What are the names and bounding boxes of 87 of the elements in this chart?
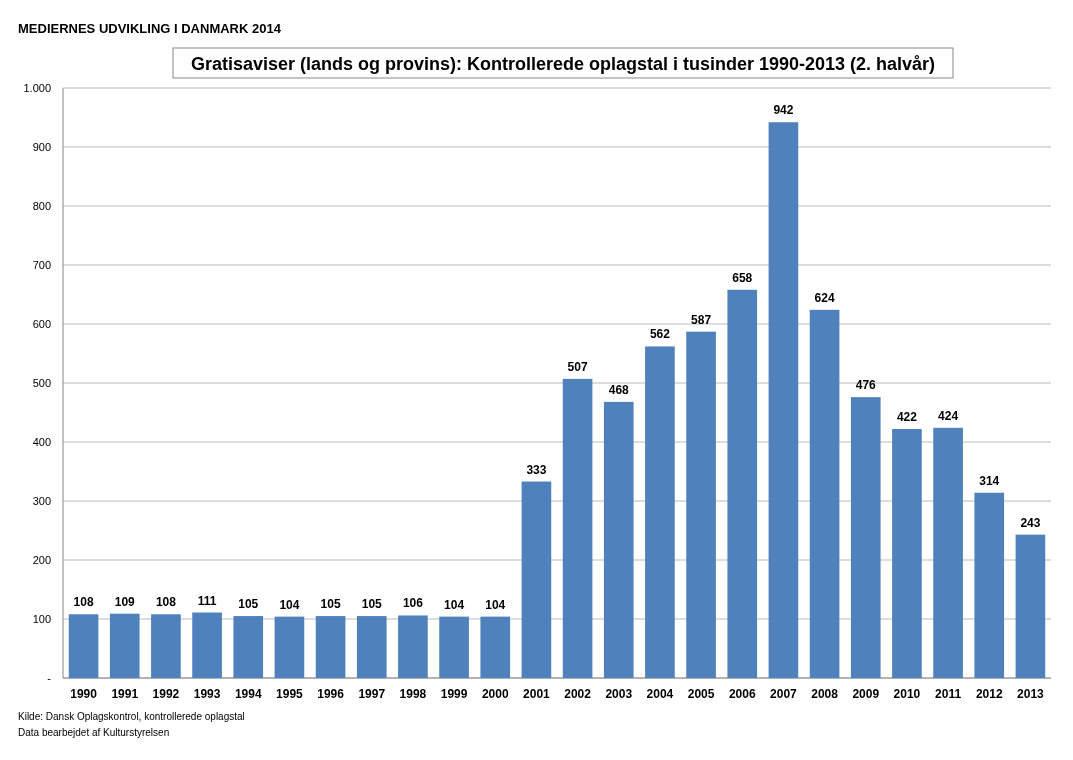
x-tick-label: 2006 bbox=[728, 687, 756, 701]
bar bbox=[645, 346, 675, 678]
x-tick-label: 2010 bbox=[893, 687, 921, 701]
data-label: 562 bbox=[649, 327, 671, 342]
data-label: 658 bbox=[732, 270, 753, 285]
bar bbox=[768, 122, 799, 678]
chart-subtitle: MEDIERNES UDVIKLING I DANMARK 2014 bbox=[18, 21, 282, 36]
bar bbox=[892, 429, 922, 678]
bar bbox=[603, 401, 634, 678]
bar bbox=[727, 289, 758, 678]
data-label: 104 bbox=[444, 597, 465, 612]
x-tick-label: 1992 bbox=[152, 687, 180, 701]
x-tick-label: 1990 bbox=[70, 687, 98, 701]
data-label: 111 bbox=[197, 593, 217, 608]
x-tick-label: 1998 bbox=[399, 687, 427, 701]
data-label: 424 bbox=[938, 408, 959, 423]
bar bbox=[233, 616, 264, 678]
bar bbox=[439, 616, 469, 678]
bar bbox=[274, 616, 305, 678]
data-label: 105 bbox=[238, 597, 259, 612]
bar bbox=[192, 612, 222, 678]
x-tick-label: 2009 bbox=[852, 687, 880, 701]
data-label: 624 bbox=[814, 290, 835, 305]
x-tick-label: 1995 bbox=[276, 687, 304, 701]
y-tick-label: 700 bbox=[32, 259, 51, 271]
data-label: 468 bbox=[608, 382, 630, 397]
bar bbox=[151, 614, 181, 678]
y-tick-label: 200 bbox=[32, 554, 51, 566]
x-tick-label: 2001 bbox=[523, 687, 551, 701]
bar bbox=[356, 616, 387, 678]
x-tick-label: 1996 bbox=[317, 687, 345, 701]
text: Data bearbejdet af Kulturstyrelsen bbox=[18, 727, 170, 738]
x-tick-label: 2007 bbox=[770, 687, 798, 701]
data-label: 108 bbox=[73, 595, 94, 610]
x-tick-label: 2002 bbox=[564, 687, 592, 701]
bar bbox=[809, 309, 840, 678]
y-tick-label: - bbox=[47, 672, 52, 684]
data-label: 104 bbox=[485, 597, 506, 612]
bar bbox=[398, 615, 428, 678]
data-label: 105 bbox=[320, 597, 341, 612]
bar bbox=[850, 397, 881, 678]
bar bbox=[933, 427, 963, 678]
data-label: 587 bbox=[691, 312, 712, 327]
data-label: 314 bbox=[979, 473, 1000, 488]
x-tick-label: 2005 bbox=[687, 687, 715, 701]
x-tick-label: 1993 bbox=[193, 687, 221, 701]
data-label: 243 bbox=[1020, 515, 1041, 530]
text: Kilde: Dansk Oplagskontrol, kontrollerede oplagstal bbox=[18, 711, 245, 722]
bar bbox=[1015, 534, 1046, 678]
x-tick-label: 2011 bbox=[935, 687, 962, 701]
y-tick-label: 900 bbox=[32, 141, 51, 153]
x-tick-label: 1991 bbox=[111, 687, 139, 701]
data-label: 105 bbox=[361, 597, 383, 612]
y-tick-label: 400 bbox=[32, 436, 51, 448]
x-tick-label: 2004 bbox=[646, 687, 674, 701]
bar bbox=[562, 378, 593, 678]
x-tick-label: 1997 bbox=[358, 687, 386, 701]
data-label: 108 bbox=[155, 595, 177, 610]
x-tick-label: 1999 bbox=[440, 687, 468, 701]
data-label: 333 bbox=[526, 462, 547, 477]
bar bbox=[480, 616, 511, 678]
x-tick-label: 2012 bbox=[975, 687, 1003, 701]
y-tick-label: 1.000 bbox=[23, 82, 51, 94]
bar bbox=[974, 492, 1005, 678]
data-label: 422 bbox=[896, 410, 918, 425]
data-label: 104 bbox=[279, 597, 300, 612]
y-tick-label: 300 bbox=[32, 495, 51, 507]
y-tick-label: 100 bbox=[32, 613, 51, 625]
x-tick-label: 2000 bbox=[481, 687, 509, 701]
bar bbox=[68, 614, 99, 678]
data-label: 476 bbox=[855, 378, 877, 393]
bar bbox=[686, 331, 716, 678]
chart-title: Gratisaviser (lands og provins): Kontrollerede oplagstal i tusinder 1990-2013 (2. halvår) bbox=[190, 54, 936, 74]
data-label: 507 bbox=[567, 359, 588, 374]
bar bbox=[315, 616, 346, 678]
data-label: 942 bbox=[773, 103, 794, 118]
y-tick-label: 500 bbox=[32, 377, 51, 389]
bar bbox=[521, 481, 552, 678]
data-label: 106 bbox=[402, 596, 424, 611]
x-tick-label: 1994 bbox=[234, 687, 262, 701]
x-tick-label: 2003 bbox=[605, 687, 633, 701]
x-tick-label: 2008 bbox=[811, 687, 839, 701]
y-tick-label: 800 bbox=[32, 200, 51, 212]
data-label: 109 bbox=[114, 594, 136, 609]
x-tick-label: 2013 bbox=[1017, 687, 1045, 701]
bar bbox=[109, 613, 140, 678]
y-tick-label: 600 bbox=[32, 318, 51, 330]
